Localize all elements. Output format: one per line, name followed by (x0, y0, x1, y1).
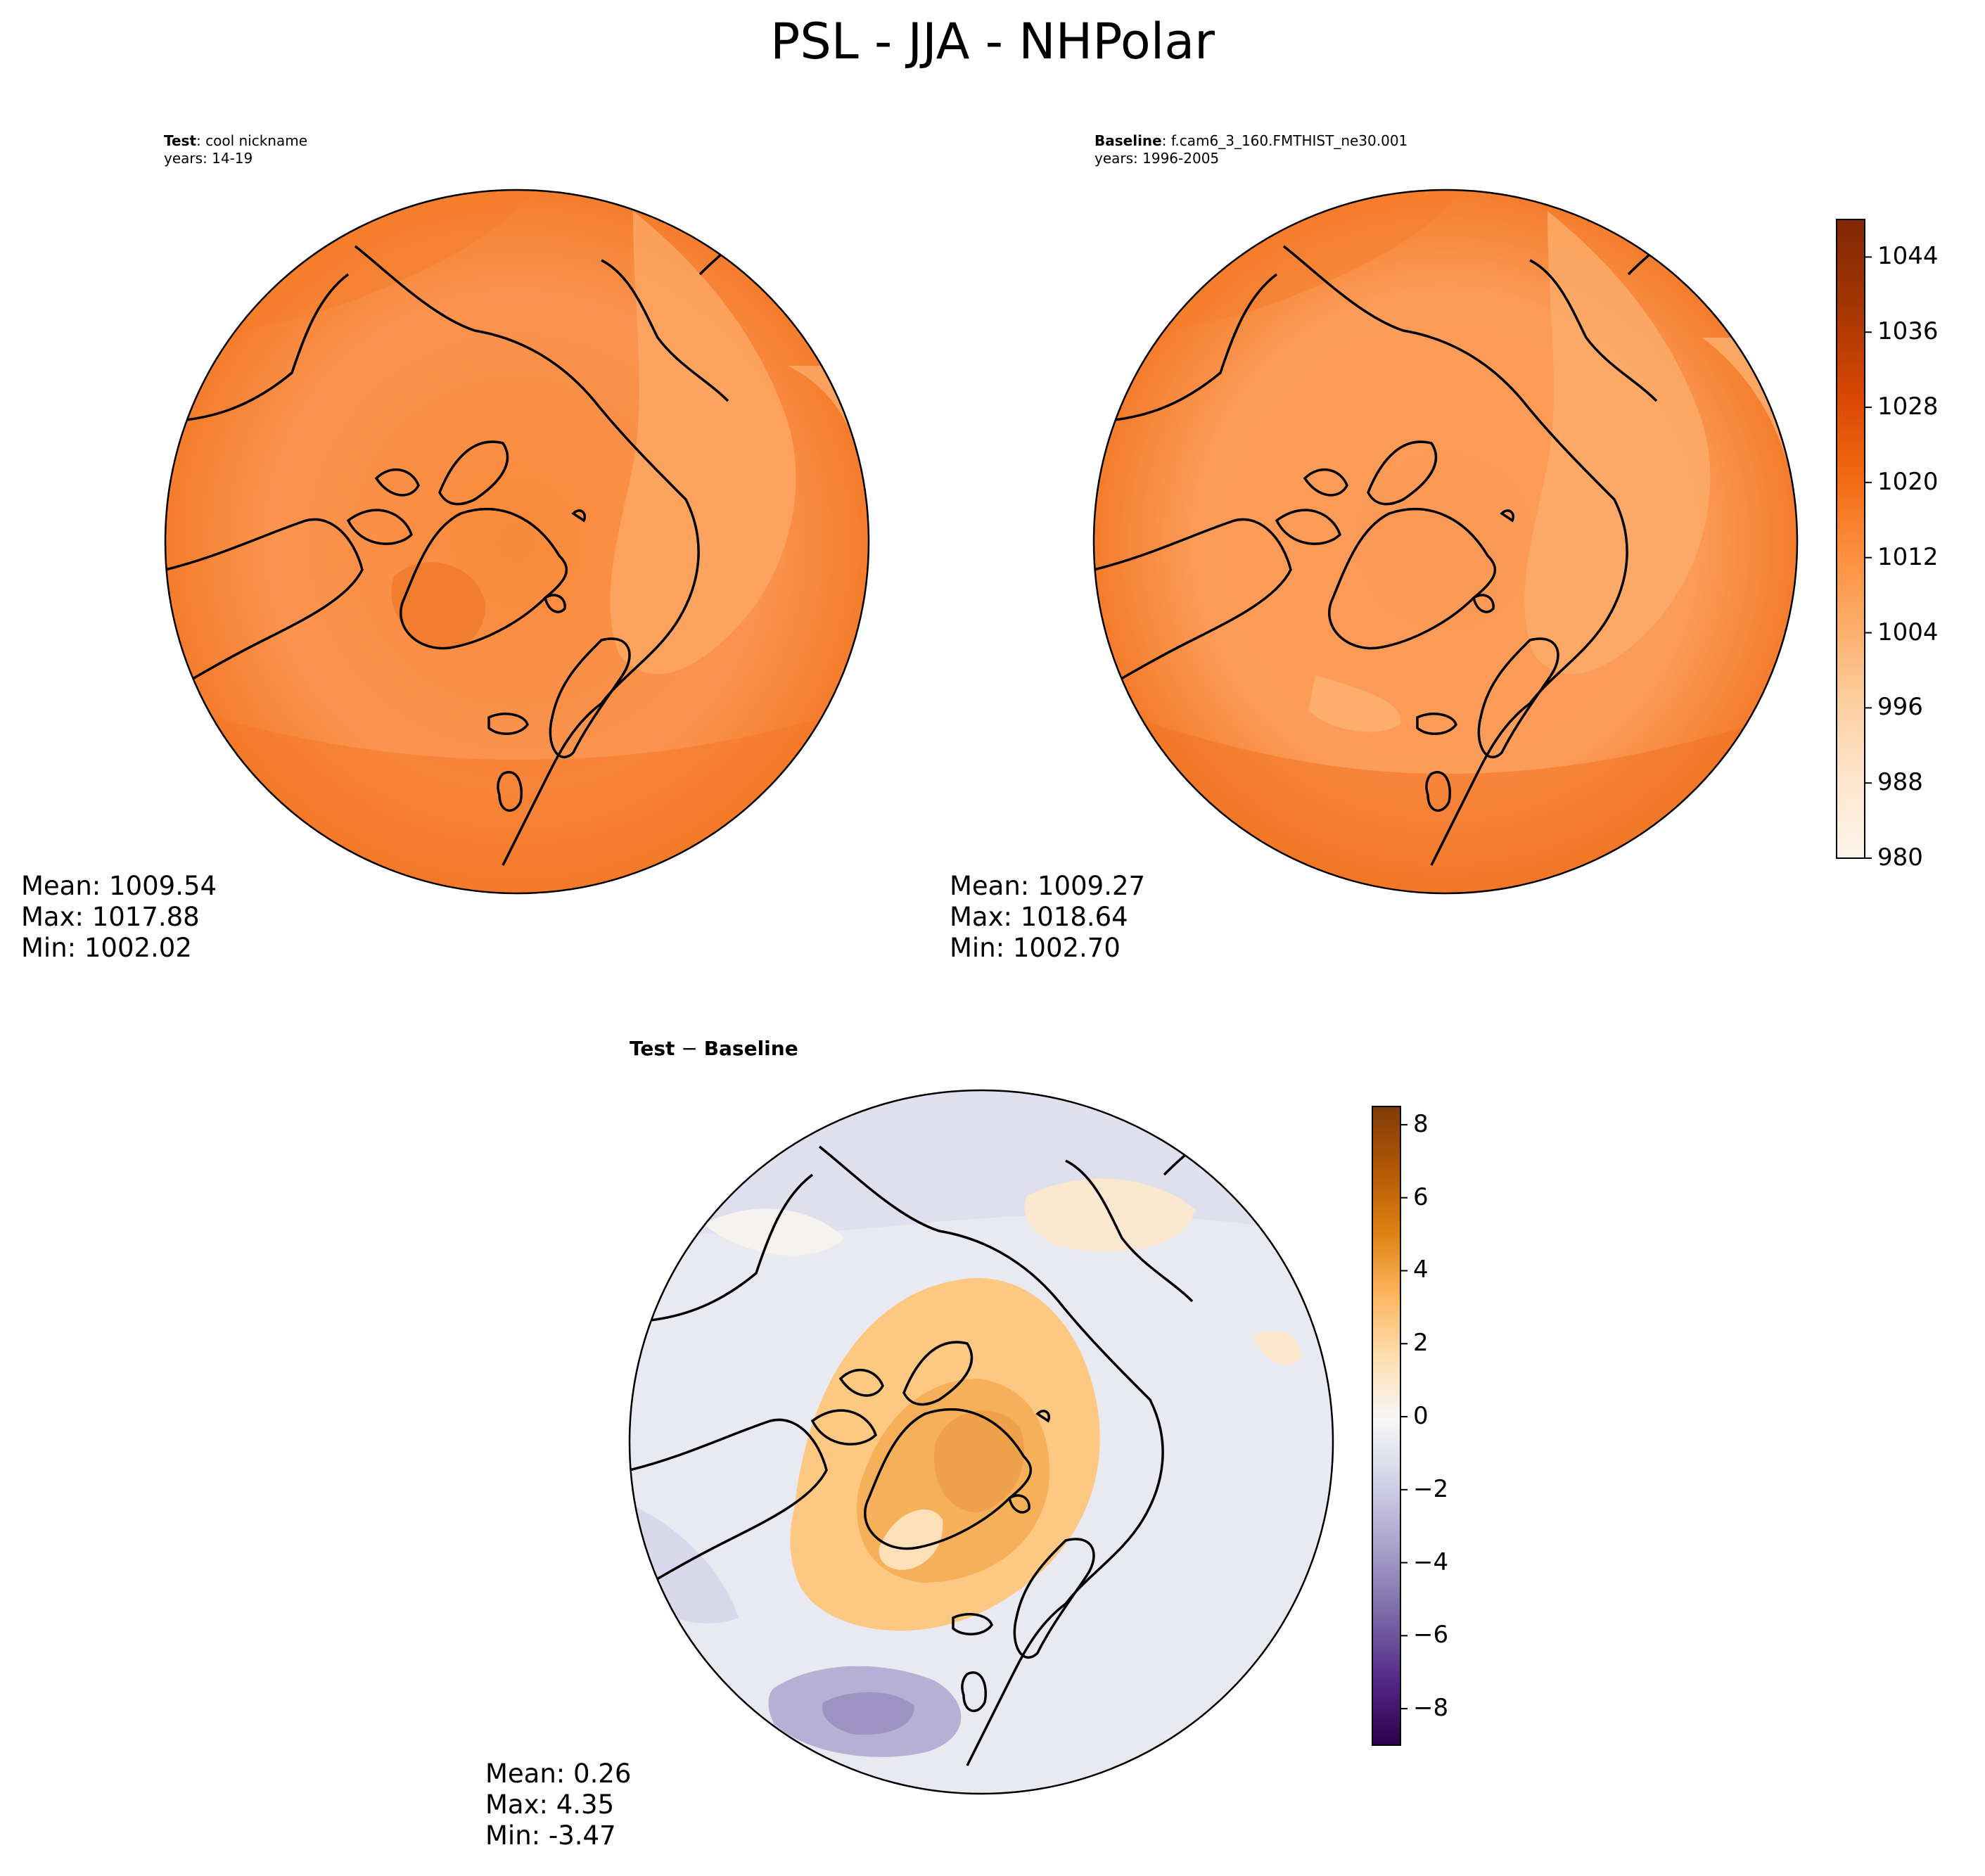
test-map (164, 189, 870, 895)
colorbar-oranges-tick-label: 1012 (1877, 542, 1939, 571)
baseline-max: Max: 1018.64 (950, 902, 1128, 932)
colorbar-puor-tick-label: −6 (1413, 1621, 1449, 1650)
colorbar-oranges-tick-label: 980 (1877, 843, 1923, 872)
test-label-rest: : cool nickname (196, 132, 308, 149)
diff-caption: Test − Baseline (630, 1037, 798, 1060)
colorbar-puor-tick-label: −8 (1413, 1694, 1449, 1723)
colorbar-puor-tick-label: 2 (1413, 1329, 1429, 1358)
diff-label-b: Baseline (703, 1037, 798, 1060)
colorbar-oranges-tick-label: 988 (1877, 768, 1923, 797)
colorbar-puor-tick-label: −4 (1413, 1548, 1449, 1576)
baseline-mean: Mean: 1009.27 (950, 871, 1146, 901)
diff-min: Min: -3.47 (485, 1820, 616, 1851)
test-label-bold: Test (164, 132, 197, 149)
colorbar-oranges-tick-label: 1020 (1877, 467, 1939, 496)
diff-label-op: − (675, 1037, 704, 1060)
colorbar-puor-tick-label: −2 (1413, 1474, 1449, 1503)
diff-label-a: Test (630, 1037, 675, 1060)
baseline-map (1092, 189, 1799, 895)
colorbar-oranges-tick-label: 1036 (1877, 317, 1939, 346)
colorbar-oranges-tick-label: 1028 (1877, 393, 1939, 421)
diff-max: Max: 4.35 (485, 1789, 615, 1820)
baseline-stats: Mean: 1009.27 Max: 1018.64 Min: 1002.70 (950, 871, 1145, 964)
test-caption: Test: cool nickname years: 14-19 (164, 132, 307, 167)
baseline-label-bold: Baseline (1094, 132, 1162, 149)
colorbar-puor-tick-label: 8 (1413, 1109, 1429, 1138)
test-years: years: 14-19 (164, 150, 253, 167)
diff-map (628, 1089, 1334, 1795)
test-min: Min: 1002.02 (21, 933, 192, 963)
colorbar-puor (1372, 1106, 1408, 1746)
test-stats: Mean: 1009.54 Max: 1017.88 Min: 1002.02 (21, 871, 217, 964)
colorbar-oranges (1836, 219, 1872, 859)
figure-title: PSL - JJA - NHPolar (770, 13, 1215, 70)
baseline-label-rest: : f.cam6_3_160.FMTHIST_ne30.001 (1161, 132, 1408, 149)
diff-stats: Mean: 0.26 Max: 4.35 Min: -3.47 (485, 1759, 631, 1851)
colorbar-puor-tick-label: 0 (1413, 1402, 1429, 1431)
colorbar-oranges-tick-label: 1004 (1877, 618, 1939, 646)
colorbar-oranges-tick-label: 1044 (1877, 242, 1939, 271)
colorbar-puor-tick-label: 6 (1413, 1182, 1429, 1211)
baseline-years: years: 1996-2005 (1094, 150, 1220, 167)
baseline-min: Min: 1002.70 (950, 933, 1121, 963)
diff-mean: Mean: 0.26 (485, 1759, 632, 1789)
colorbar-puor-tick-label: 4 (1413, 1256, 1429, 1284)
baseline-caption: Baseline: f.cam6_3_160.FMTHIST_ne30.001 … (1094, 132, 1408, 167)
colorbar-oranges-tick-label: 996 (1877, 693, 1923, 722)
test-mean: Mean: 1009.54 (21, 871, 217, 901)
test-max: Max: 1017.88 (21, 902, 200, 932)
